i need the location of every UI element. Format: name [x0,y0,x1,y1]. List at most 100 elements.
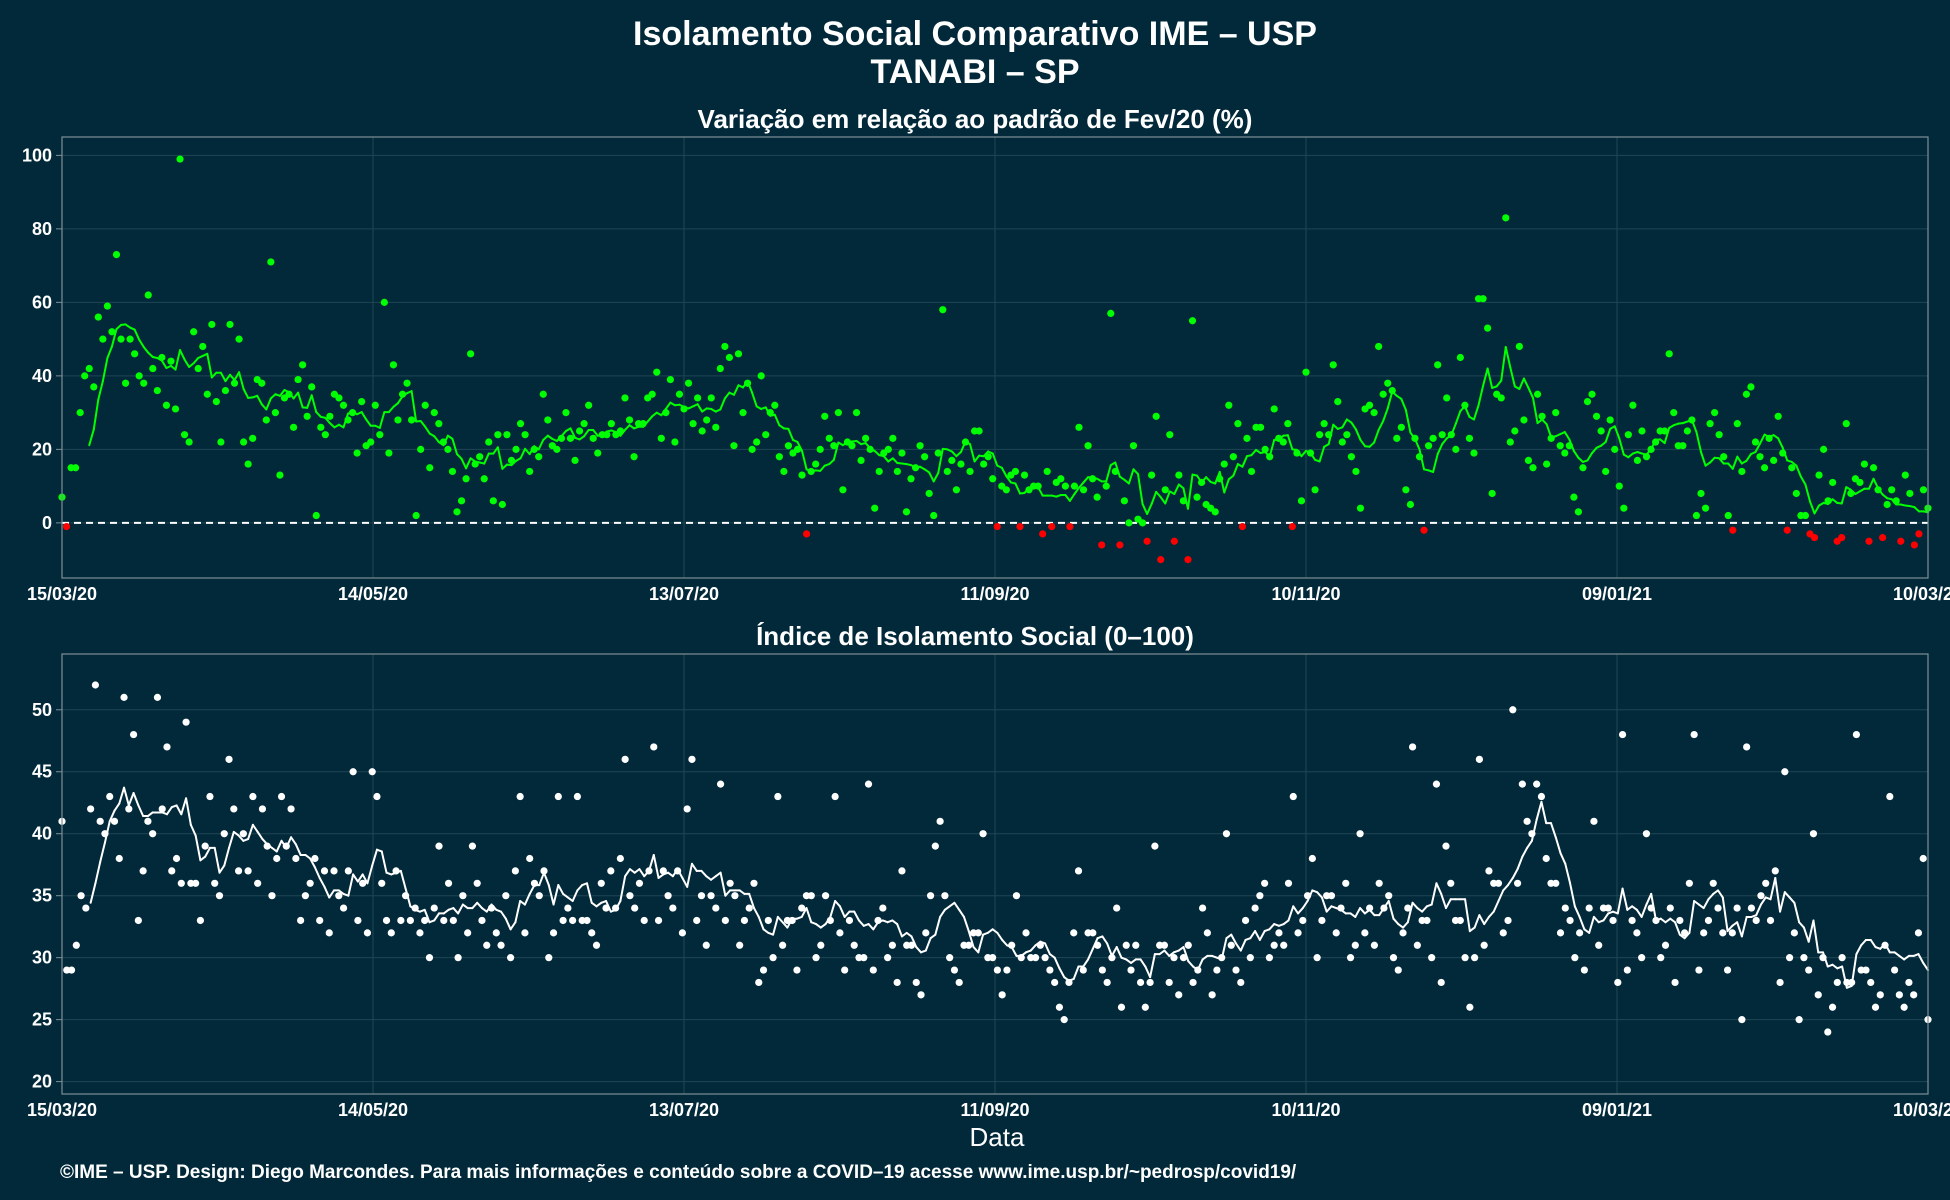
index-point [674,867,682,875]
moving-average-segment [194,834,202,862]
index-point [1070,929,1078,937]
index-point [282,842,290,850]
variation-point [889,434,897,442]
index-point [1017,954,1025,962]
variation-point [1688,416,1696,424]
variation-point [317,423,325,431]
variation-point [753,438,761,446]
moving-average-segment [1922,961,1929,972]
moving-average-segment [88,428,95,447]
moving-average-segment [127,791,135,807]
moving-average-segment [1318,445,1326,463]
variation-point [630,453,638,461]
variation-point [421,401,429,409]
index-point [941,892,949,900]
index-point [879,904,887,912]
moving-average-segment [924,937,932,952]
index-point [254,879,262,887]
index-point [1423,916,1431,925]
moving-average-segment [690,862,698,872]
variation-point [380,298,388,306]
variation-point [907,475,915,483]
moving-average-segment [1616,887,1624,915]
variation-point [535,453,543,461]
index-point [1895,991,1903,999]
moving-average-segment [297,391,304,409]
moving-average-segment [1205,476,1212,483]
moving-average-segment [1621,887,1629,911]
variation-point [639,420,647,428]
variation-point [376,431,384,439]
variation-point [1470,449,1478,457]
moving-average-segment [1804,483,1811,503]
variation-point [725,353,734,362]
index-point [1237,978,1245,987]
moving-average-segment [1663,426,1671,445]
moving-average-segment [1521,846,1529,858]
moving-average-segment [1783,891,1791,899]
moving-average-segment [1736,455,1743,465]
variation-point [957,460,965,468]
moving-average-segment [542,434,549,441]
index-point [1814,991,1822,999]
index-point [788,916,796,925]
variation-point [1611,445,1619,453]
moving-average-segment [1483,915,1490,926]
index-point [1189,978,1197,987]
index-point [607,867,615,875]
variation-point [1892,497,1900,505]
index-point [1671,978,1679,987]
variation-point [1579,464,1587,472]
moving-average-segment [796,441,804,452]
moving-average-segment [108,809,116,823]
moving-average-segment [953,901,961,911]
moving-average-segment [1387,900,1395,920]
variation-point [707,394,715,402]
moving-average-segment [133,328,141,341]
variation-point [816,445,824,453]
index-point [564,904,572,912]
moving-average-segment [1549,822,1557,839]
moving-average-segment [1759,433,1766,445]
index-point [726,879,734,887]
variation-point [544,416,552,424]
moving-average-segment [1082,476,1090,484]
variation-point [448,467,457,476]
variation-point [571,456,579,464]
moving-average-segment [624,868,631,878]
variation-point [344,416,352,424]
moving-average-segment [1402,921,1409,929]
moving-average-segment [260,403,268,411]
variation-point [140,379,148,387]
moving-average-segment [719,871,727,897]
moving-average-segment [1486,367,1494,389]
index-point [1585,904,1593,912]
variation-point [1243,434,1251,442]
variation-point [258,379,266,387]
variation-point [966,467,974,476]
x-tick-label: 13/07/20 [649,584,719,604]
index-point [1284,879,1293,887]
index-point [1065,978,1073,987]
variation-point [153,386,161,395]
moving-average-segment [519,447,527,460]
moving-average-segment [1702,898,1710,910]
moving-average-segment [910,935,918,949]
moving-average-segment [313,866,321,879]
moving-average-segment [1530,818,1538,842]
index-point [1246,954,1254,962]
moving-average-segment [955,451,962,458]
variation-point [467,350,475,358]
index-point [1781,768,1789,776]
moving-average-segment [213,846,221,874]
moving-average-segment [1618,437,1625,456]
moving-average-segment [228,373,236,382]
index-point [721,916,729,925]
index-point [821,892,830,900]
variation-point [1379,390,1387,398]
index-point [483,941,491,949]
moving-average-segment [1492,900,1500,913]
index-point [1146,978,1154,987]
y-tick-label: 40 [32,366,52,386]
variation-point [1901,471,1909,479]
